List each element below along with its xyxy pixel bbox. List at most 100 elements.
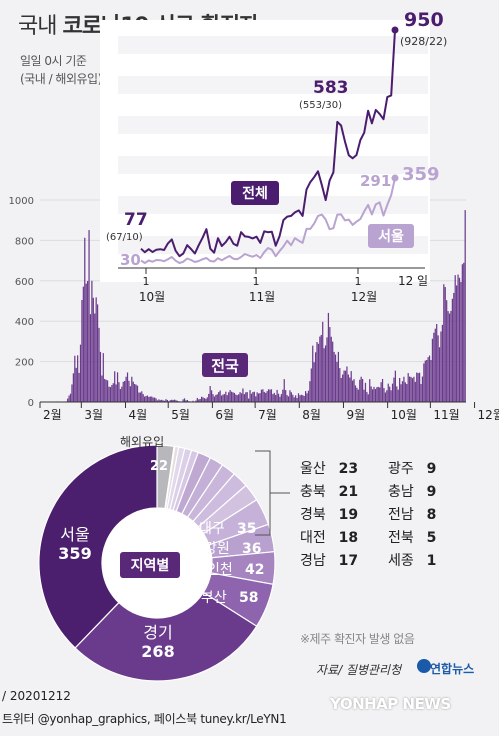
bar-mark: [257, 393, 260, 402]
region-name: 대전: [300, 530, 326, 546]
bar-mark: [303, 395, 305, 402]
bar-mark: [329, 327, 331, 402]
bar-x-tick: 3월: [84, 408, 103, 422]
bar-mark: [105, 379, 107, 402]
bar-mark: [356, 387, 358, 402]
region-list-item: 광주 9: [388, 458, 436, 478]
pie-label-overseas: 해외유입: [120, 435, 164, 449]
bar-mark: [131, 376, 133, 402]
bar-mark: [220, 395, 223, 402]
donut-center-label: 지역별: [131, 557, 170, 574]
bar-mark: [146, 395, 149, 402]
bar-mark: [256, 392, 258, 402]
bar-mark: [162, 400, 164, 402]
bar-mark: [292, 394, 294, 402]
bar-mark: [289, 390, 291, 402]
bar-mark: [436, 324, 438, 402]
region-list-item: 경북 19: [300, 504, 358, 524]
bar-mark: [453, 292, 455, 402]
bar-mark: [273, 392, 275, 402]
bar-mark: [77, 355, 79, 402]
bar-mark: [79, 344, 82, 402]
pie-value-overseas: 22: [150, 459, 168, 474]
bar-mark: [456, 285, 458, 402]
region-value: 21: [333, 484, 359, 500]
total-end-sub: (928/22): [400, 35, 447, 48]
region-name: 세종: [388, 553, 414, 569]
region-value: 19: [333, 507, 359, 523]
region-name: 충북: [300, 484, 326, 500]
total-series-line: [140, 29, 396, 258]
bar-mark: [369, 379, 371, 402]
bar-mark: [286, 395, 288, 402]
bar-mark: [267, 389, 270, 402]
bar-mark: [246, 392, 248, 402]
region-list-item: 대전 18: [300, 527, 358, 547]
bar-mark: [374, 389, 377, 402]
bar-mark: [293, 397, 295, 402]
bar-mark: [212, 394, 214, 402]
bar-mark: [393, 377, 395, 402]
bar-mark: [183, 398, 186, 402]
bar-mark: [223, 394, 226, 402]
bar-mark: [206, 397, 208, 402]
bar-x-tick: 10월: [391, 408, 417, 422]
pie-label: 서울: [60, 525, 89, 544]
bar-mark: [158, 399, 160, 402]
bar-mark: [277, 393, 280, 402]
bar-mark: [300, 394, 302, 402]
seoul-start-label: 30: [120, 251, 141, 269]
bar-y-tick: 1000: [9, 196, 34, 207]
bar-mark: [208, 393, 210, 402]
region-name: 전북: [388, 530, 414, 546]
bar-x-tick: 6월: [215, 408, 234, 422]
bar-mark: [343, 370, 345, 402]
bar-mark: [252, 392, 254, 402]
bar-mark: [314, 352, 317, 402]
bar-mark: [400, 384, 402, 402]
bar-mark: [305, 391, 307, 402]
line-panel-stripe: [118, 116, 428, 134]
bar-mark: [319, 336, 321, 402]
bar-mark: [200, 396, 203, 402]
bar-mark: [163, 400, 166, 402]
bar-mark: [166, 399, 169, 402]
region-value: 9: [421, 461, 437, 477]
bar-mark: [72, 373, 74, 402]
bar-mark: [125, 376, 127, 402]
bar-mark: [410, 376, 412, 402]
region-list-item: 세종 1: [388, 550, 436, 570]
bar-mark: [239, 392, 241, 402]
bar-mark: [74, 355, 76, 402]
bar-mark: [81, 299, 83, 402]
bar-mark: [248, 398, 250, 402]
bar-mark: [185, 400, 187, 402]
bar-mark: [333, 351, 335, 402]
bar-mark: [109, 387, 112, 402]
region-name: 경남: [300, 553, 326, 569]
region-name: 경북: [300, 507, 326, 523]
bar-mark: [216, 394, 218, 402]
bar-mark: [115, 384, 117, 402]
bar-x-tick: 7월: [258, 408, 277, 422]
bar-mark: [309, 381, 311, 402]
region-value: 9: [421, 484, 437, 500]
bar-mark: [265, 392, 267, 402]
bar-mark: [275, 394, 277, 402]
bar-mark: [332, 341, 334, 402]
bar-mark: [82, 286, 84, 402]
pie-label: 강원: [204, 541, 230, 557]
region-list-item: 경남 17: [300, 550, 358, 570]
bar-mark: [250, 393, 253, 402]
bar-mark: [306, 393, 308, 402]
bar-mark: [186, 399, 188, 402]
bar-mark: [296, 397, 298, 402]
bar-mark: [213, 396, 216, 402]
bar-mark: [444, 287, 446, 402]
line-x-tick-day: 1: [143, 275, 150, 288]
bar-mark: [128, 380, 130, 402]
bar-mark: [266, 391, 268, 402]
bar-mark: [448, 313, 451, 402]
line-panel-stripe: [118, 36, 428, 54]
bar-mark: [153, 397, 156, 402]
